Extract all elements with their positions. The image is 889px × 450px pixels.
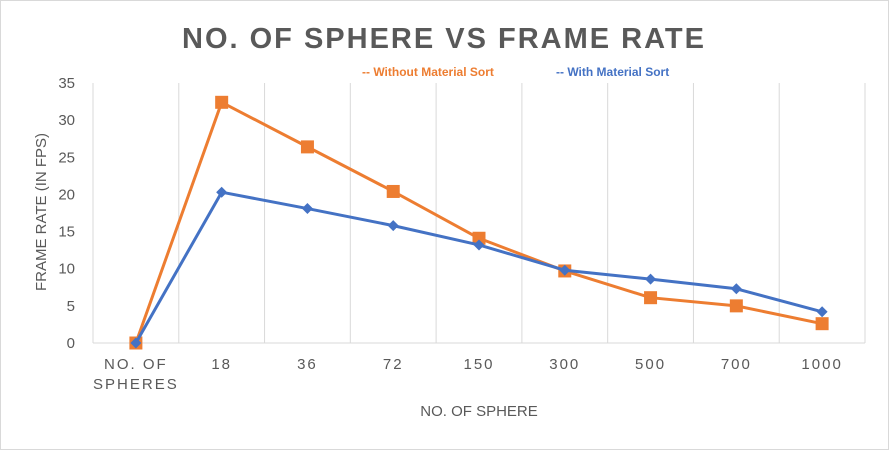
data-point <box>472 231 486 245</box>
x-axis-label: NO. OF SPHERE <box>420 403 538 420</box>
legend-entry-without-material-sort: -- Without Material Sort <box>362 65 494 79</box>
y-tick-label: 5 <box>67 298 75 315</box>
data-point <box>473 239 485 251</box>
data-point <box>387 220 399 232</box>
gridlines <box>92 83 866 343</box>
x-tick-label: 1000 <box>801 356 842 373</box>
x-tick-label: 150 <box>463 356 494 373</box>
legend-entry-with-material-sort: -- With Material Sort <box>556 65 669 79</box>
x-tick-label: 36 <box>297 356 318 373</box>
x-tick-label: 72 <box>383 356 404 373</box>
x-tick-label: 500 <box>635 356 666 373</box>
y-tick-label: 10 <box>58 261 75 278</box>
data-point <box>216 186 228 198</box>
y-tick-label: 25 <box>58 149 75 166</box>
data-point <box>644 291 658 305</box>
y-axis-ticks: 0 5 10 15 20 25 30 35 <box>58 75 75 352</box>
data-point <box>729 299 743 313</box>
x-tick-label: NO. OF SPHERES <box>93 356 179 393</box>
data-point <box>301 203 313 215</box>
y-tick-label: 30 <box>58 112 75 129</box>
data-point <box>300 140 314 154</box>
x-tick-label: 300 <box>549 356 580 373</box>
series-with-material-sort <box>130 186 828 349</box>
x-tick-label: 18 <box>211 356 232 373</box>
series-line <box>134 100 823 344</box>
y-tick-label: 15 <box>58 224 75 241</box>
series-line <box>134 190 823 344</box>
data-point <box>815 317 829 331</box>
x-tick-label: 700 <box>721 356 752 373</box>
chart-title: NO. OF SPHERE VS FRAME RATE <box>182 23 706 55</box>
data-point <box>730 283 742 295</box>
y-axis-label: FRAME RATE (IN FPS) <box>33 133 50 291</box>
data-point <box>559 264 571 276</box>
data-point <box>816 306 828 318</box>
data-point <box>386 184 400 198</box>
series-without-material-sort <box>129 95 829 350</box>
series-layer <box>129 95 829 350</box>
data-point <box>215 95 229 109</box>
legend: -- Without Material Sort -- With Materia… <box>362 65 669 79</box>
y-tick-label: 20 <box>58 186 75 203</box>
x-axis-ticks: NO. OF SPHERES 18 36 72 150 300 500 700 1000 <box>93 356 842 393</box>
y-tick-label: 0 <box>67 335 75 352</box>
y-tick-label: 35 <box>58 75 75 92</box>
data-point <box>645 273 657 285</box>
data-point <box>130 337 142 349</box>
